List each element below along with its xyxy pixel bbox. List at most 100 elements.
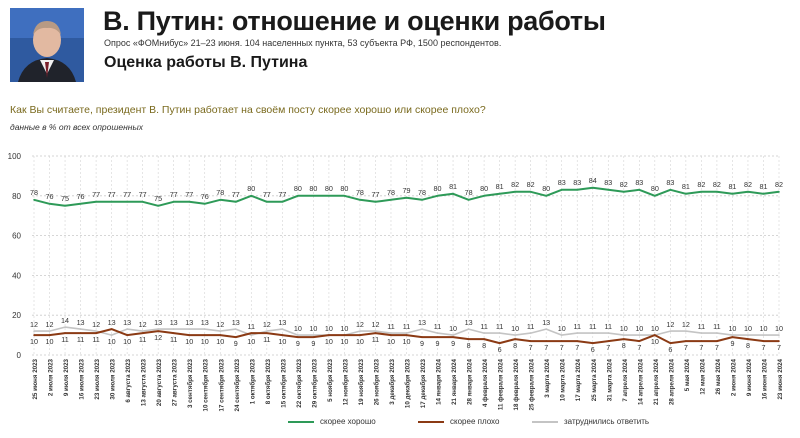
data-label-good: 80 [294,184,302,193]
y-tick-label: 60 [12,232,21,241]
data-point-0 [141,200,144,203]
data-point-2 [452,334,454,336]
data-point-2 [157,328,159,330]
data-label-bad: 8 [622,341,626,350]
x-tick-label: 19 ноября 2023 [358,358,365,405]
data-label-hard: 11 [434,322,441,331]
data-label-bad: 7 [560,343,564,352]
legend-hard-swatch [532,420,558,423]
x-tick-label: 16 июня 2024 [761,358,768,399]
data-point-0 [33,198,35,201]
data-point-1 [219,334,222,336]
data-label-bad: 10 [278,337,286,346]
data-label-bad: 10 [387,337,395,346]
data-point-1 [79,332,82,334]
data-label-bad: 10 [185,337,193,346]
x-tick-label: 6 августа 2023 [125,358,132,402]
data-point-1 [654,334,656,336]
x-tick-label: 7 апреля 2024 [622,358,629,401]
data-label-good: 78 [30,188,38,197]
data-label-bad: 6 [498,345,502,354]
data-point-1 [374,332,377,334]
x-tick-label: 15 октября 2023 [280,358,287,407]
data-point-1 [188,334,191,336]
data-label-bad: 11 [372,335,379,344]
data-point-1 [95,332,97,334]
data-point-1 [747,338,749,340]
data-label-good: 75 [154,194,162,203]
data-label-hard: 13 [278,318,286,327]
data-point-2 [747,334,749,336]
data-point-2 [483,332,485,334]
legend-bad-swatch [418,420,444,423]
data-point-2 [297,334,299,336]
data-point-1 [359,334,361,336]
data-point-0 [421,198,423,201]
data-point-0 [452,193,454,195]
data-point-0 [778,191,780,193]
data-point-1 [234,336,237,338]
x-tick-label: 18 февраля 2024 [513,358,520,410]
data-point-2 [421,328,423,330]
data-point-0 [328,195,330,197]
portrait-photo [10,8,84,82]
data-point-1 [467,338,470,340]
data-label-hard: 12 [92,320,100,329]
line-chart: 0 20 40 60 80 100 25 июня 2023 2 июля 2023 9 июл… [8,152,784,411]
x-tick-label: 28 апреля 2024 [668,358,675,405]
legend-bad: скорее плохо [418,417,499,426]
data-label-bad: 11 [263,335,270,344]
data-label-bad: 11 [170,335,177,344]
data-label-good: 79 [403,186,411,195]
data-label-bad: 7 [684,343,688,352]
data-point-1 [514,338,516,340]
data-label-good: 81 [496,182,504,191]
data-point-1 [622,338,625,340]
data-label-good: 82 [620,180,628,189]
data-label-bad: 8 [482,341,486,350]
data-label-good: 77 [371,190,379,199]
x-tick-label: 25 июня 2023 [32,358,39,399]
data-label-bad: 7 [575,343,579,352]
data-label-bad: 12 [154,333,162,342]
data-label-hard: 14 [61,316,69,325]
x-tick-label: 20 августа 2023 [156,358,163,406]
data-label-good: 78 [216,188,224,197]
x-tick-label: 13 августа 2023 [141,358,148,406]
data-point-2 [95,330,97,332]
data-label-good: 76 [77,192,85,201]
data-label-good: 77 [278,190,286,199]
data-label-hard: 11 [698,322,705,331]
data-point-2 [700,332,703,334]
data-point-0 [700,191,703,193]
data-label-good: 83 [558,178,566,187]
data-point-2 [669,330,672,332]
data-point-1 [778,340,780,342]
legend-hard-label: затруднились ответить [564,417,650,426]
data-label-hard: 13 [465,318,473,327]
data-label-hard: 13 [170,318,178,327]
data-point-2 [436,332,439,334]
data-label-bad: 9 [311,339,315,348]
data-label-hard: 12 [46,320,54,329]
data-point-2 [529,332,532,334]
data-point-2 [48,330,51,332]
data-label-hard: 11 [589,322,596,331]
data-point-1 [731,336,734,338]
data-point-0 [762,193,765,195]
data-point-0 [64,204,66,207]
data-point-1 [607,340,610,342]
data-label-hard: 10 [511,324,519,333]
data-point-0 [95,200,97,203]
data-point-2 [731,334,734,336]
data-label-hard: 13 [154,318,162,327]
data-label-bad: 10 [30,337,38,346]
data-label-bad: 7 [637,343,641,352]
x-tick-label: 16 июля 2023 [79,358,86,399]
x-tick-label: 24 сентября 2023 [234,358,241,411]
data-point-1 [545,340,547,342]
y-tick-label: 40 [12,271,21,280]
data-point-0 [731,193,734,195]
data-point-1 [110,328,113,330]
data-point-1 [483,338,485,340]
